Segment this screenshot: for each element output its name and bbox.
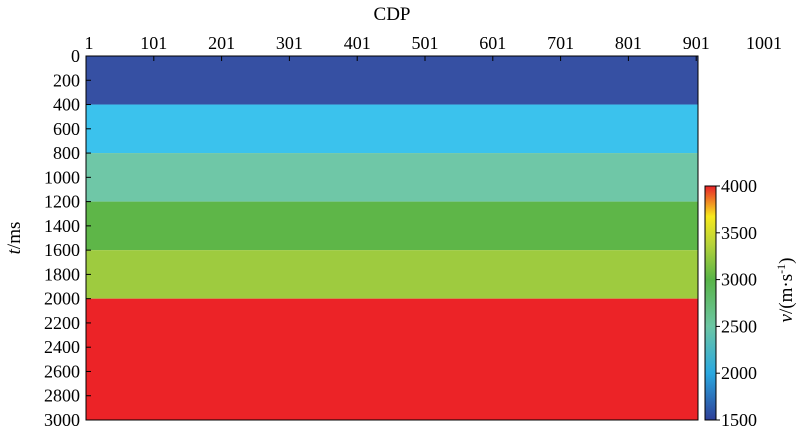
colorbar-label-unit: /(m·s (776, 274, 797, 314)
y-tick-label: 1800 (44, 264, 80, 284)
y-axis-label-unit: /ms (4, 222, 25, 249)
x-tick-label: 601 (479, 33, 506, 53)
y-tick-label: 400 (53, 95, 80, 115)
x-axis-label: CDP (374, 4, 411, 25)
y-tick-label: 2000 (44, 289, 80, 309)
y-axis-label: t/ms (4, 222, 25, 255)
velocity-layer-5 (86, 250, 698, 299)
x-tick-label: 901 (683, 33, 710, 53)
y-tick-label: 200 (53, 70, 80, 90)
x-tick-label: 401 (344, 33, 371, 53)
colorbar-label-close: ) (776, 258, 797, 264)
x-tick-label: 801 (615, 33, 642, 53)
y-tick-label: 2600 (44, 361, 80, 381)
velocity-layers (86, 56, 698, 420)
y-tick-label: 1600 (44, 240, 80, 260)
y-tick-label: 600 (53, 119, 80, 139)
y-tick-label: 1200 (44, 192, 80, 212)
y-tick-label: 1000 (44, 167, 80, 187)
y-tick-label: 0 (71, 46, 80, 66)
velocity-layer-6 (86, 298, 698, 420)
y-tick-label: 2800 (44, 386, 80, 406)
y-axis-label-symbol: t (4, 248, 25, 254)
x-tick-label: 1001 (746, 33, 782, 53)
x-tick-label: 301 (276, 33, 303, 53)
colorbar (704, 185, 717, 421)
y-axis: 0 200 400 600 800 1000 1200 1400 1600 1800 2000 220… (44, 46, 91, 430)
y-tick-label: 2400 (44, 337, 80, 357)
x-tick-label: 101 (140, 33, 167, 53)
colorbar-tick-label: 3500 (721, 223, 757, 243)
colorbar-ticks: 1500 2000 2500 3000 3500 4000 (716, 176, 757, 430)
y-tick-label: 2200 (44, 313, 80, 333)
y-tick-label: 800 (53, 143, 80, 163)
velocity-layer-4 (86, 201, 698, 251)
plot-frame (85, 55, 699, 421)
velocity-layer-3 (86, 153, 698, 202)
x-axis: 1 101 201 301 401 501 601 701 801 901 1001 (85, 33, 782, 61)
colorbar-label-exponent: -1 (774, 264, 788, 274)
x-tick-label: 501 (412, 33, 439, 53)
colorbar-tick-label: 4000 (721, 176, 757, 196)
colorbar-tick-label: 2500 (721, 316, 757, 336)
colorbar-tick-label: 3000 (721, 270, 757, 290)
x-tick-label: 201 (208, 33, 235, 53)
y-tick-label: 1400 (44, 216, 80, 236)
x-tick-label: 1 (85, 33, 94, 53)
colorbar-label-symbol: v (776, 313, 797, 322)
colorbar-tick-label: 2000 (721, 363, 757, 383)
colorbar-tick-label: 1500 (721, 410, 757, 430)
colorbar-label: v/(m·s-1) (774, 258, 797, 323)
y-tick-label: 3000 (44, 410, 80, 430)
velocity-layer-1 (86, 56, 698, 105)
velocity-layer-2 (86, 104, 698, 154)
x-tick-label: 701 (547, 33, 574, 53)
